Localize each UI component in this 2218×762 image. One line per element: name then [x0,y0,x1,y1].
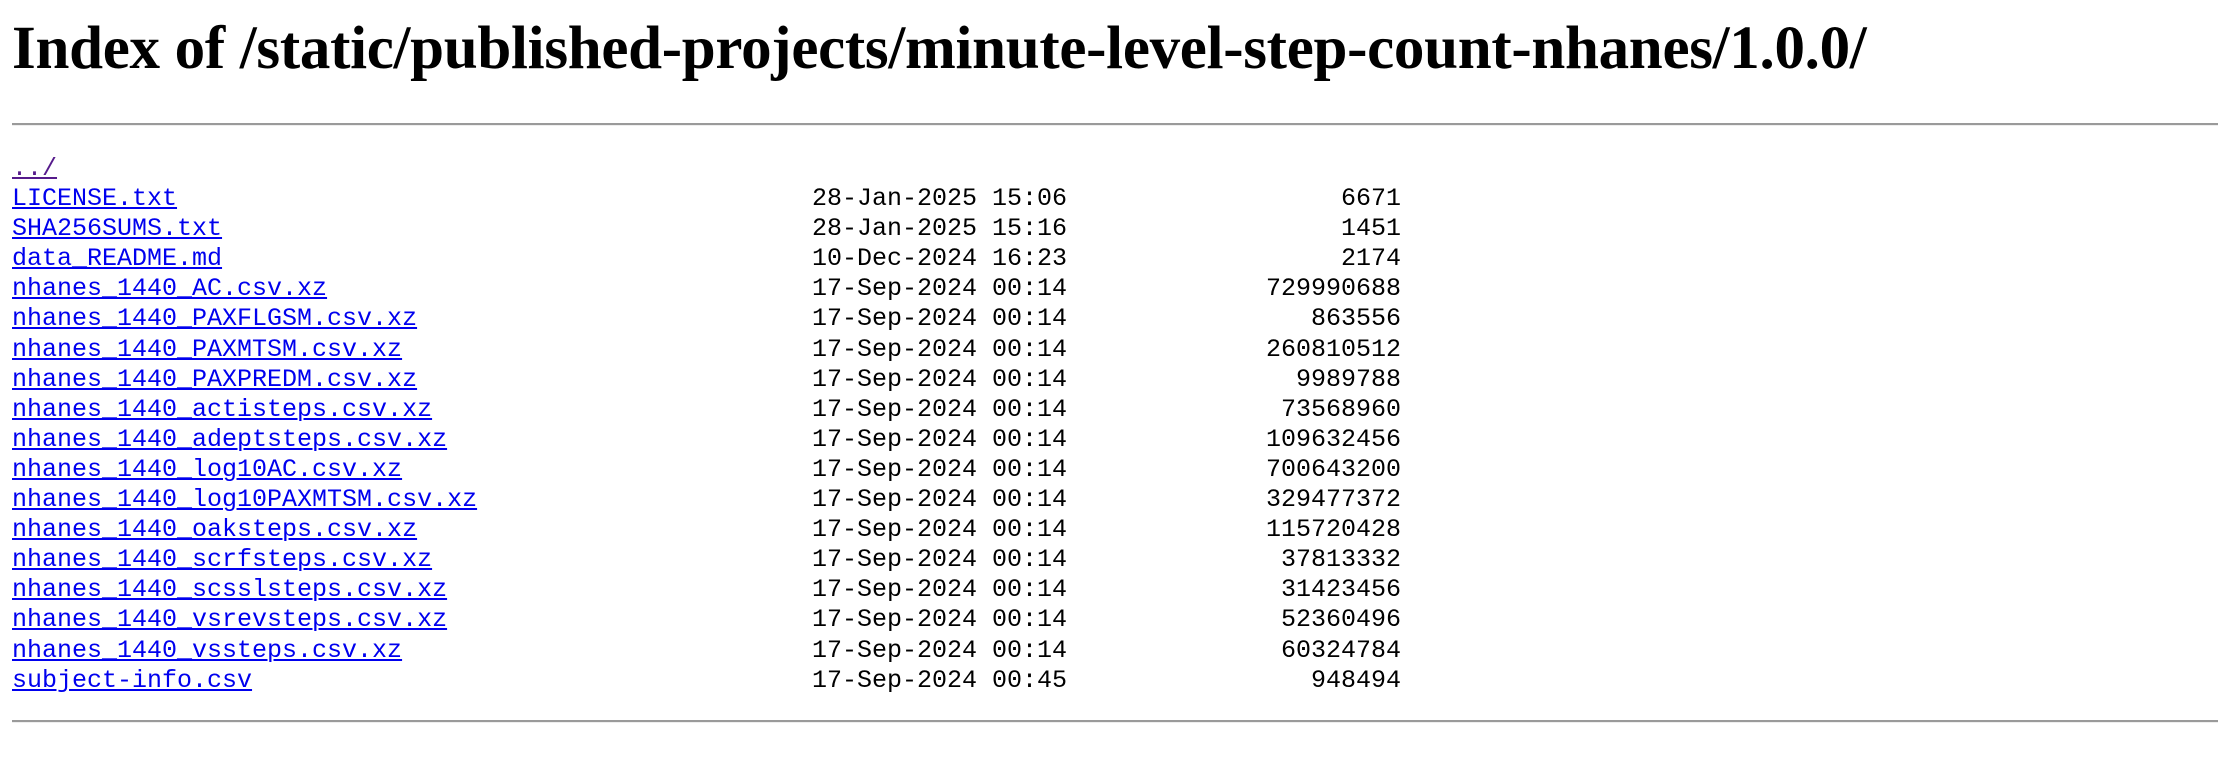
file-link[interactable]: nhanes_1440_scsslsteps.csv.xz [12,575,448,605]
file-name-cell: nhanes_1440_log10PAXMTSM.csv.xz [12,485,812,515]
file-link[interactable]: subject-info.csv [12,665,253,695]
file-link[interactable]: SHA256SUMS.txt [12,214,223,244]
file-link[interactable]: LICENSE.txt [12,184,178,214]
file-row: subject-info.csv 17-Sep-2024 00:45 948494 [12,666,2206,696]
file-modified-date: 28-Jan-2025 15:16 [812,214,1068,244]
file-modified-date: 17-Sep-2024 00:14 [812,394,1068,424]
file-size: 115720428 [1265,515,1401,545]
file-row: data_README.md 10-Dec-2024 16:23 2174 [12,244,2206,274]
file-link[interactable]: data_README.md [12,244,223,274]
file-link[interactable]: nhanes_1440_vssteps.csv.xz [12,635,403,665]
file-modified-date: 17-Sep-2024 00:14 [812,575,1068,605]
file-modified-date: 17-Sep-2024 00:14 [812,364,1068,394]
file-link[interactable]: nhanes_1440_log10AC.csv.xz [12,454,403,484]
file-modified-date: 17-Sep-2024 00:14 [812,605,1068,635]
file-name-cell: nhanes_1440_vssteps.csv.xz [12,636,812,666]
file-modified-date: 17-Sep-2024 00:14 [812,454,1068,484]
file-size: 729990688 [1265,274,1401,304]
file-row: nhanes_1440_scsslsteps.csv.xz 17-Sep-2024… [12,575,2206,605]
file-size: 9989788 [1295,364,1401,394]
file-row: nhanes_1440_adeptsteps.csv.xz 17-Sep-2024… [12,425,2206,455]
file-row: nhanes_1440_vssteps.csv.xz 17-Sep-2024 00… [12,636,2206,666]
file-link[interactable]: nhanes_1440_scrfsteps.csv.xz [12,545,433,575]
file-size: 31423456 [1280,575,1401,605]
file-row: nhanes_1440_PAXFLGSM.csv.xz 17-Sep-2024 0… [12,304,2206,334]
file-name-cell: nhanes_1440_actisteps.csv.xz [12,395,812,425]
file-name-cell: nhanes_1440_scsslsteps.csv.xz [12,575,812,605]
file-size: 109632456 [1265,424,1401,454]
file-name-cell: nhanes_1440_oaksteps.csv.xz [12,515,812,545]
file-name-cell: SHA256SUMS.txt [12,214,812,244]
file-link[interactable]: nhanes_1440_adeptsteps.csv.xz [12,424,448,454]
file-size: 6671 [1340,184,1401,214]
file-modified-date: 17-Sep-2024 00:14 [812,545,1068,575]
file-modified-date: 28-Jan-2025 15:06 [812,184,1068,214]
file-listing: ../ LICENSE.txt 28-Jan-2025 15:06 6671 SHA2… [12,154,2206,696]
file-modified-date: 17-Sep-2024 00:14 [812,274,1068,304]
file-modified-date: 17-Sep-2024 00:14 [812,304,1068,334]
file-size: 2174 [1340,244,1401,274]
file-modified-date: 17-Sep-2024 00:14 [812,635,1068,665]
file-name-cell: subject-info.csv [12,666,812,696]
file-name-cell: LICENSE.txt [12,184,812,214]
directory-index-page: Index of /static/published-projects/minu… [12,15,2218,723]
bottom-divider [12,719,2218,723]
file-modified-date: 10-Dec-2024 16:23 [812,244,1068,274]
file-size: 60324784 [1280,635,1401,665]
file-size: 1451 [1340,214,1401,244]
page-title: Index of /static/published-projects/minu… [12,15,1867,82]
file-modified-date: 17-Sep-2024 00:14 [812,424,1068,454]
file-size: 73568960 [1280,394,1401,424]
file-name-cell: nhanes_1440_adeptsteps.csv.xz [12,425,812,455]
file-name-cell: nhanes_1440_log10AC.csv.xz [12,455,812,485]
file-size: 863556 [1310,304,1401,334]
file-name-cell: nhanes_1440_PAXMTSM.csv.xz [12,335,812,365]
file-row: nhanes_1440_actisteps.csv.xz 17-Sep-2024 … [12,395,2206,425]
file-link[interactable]: nhanes_1440_oaksteps.csv.xz [12,515,418,545]
file-link[interactable]: nhanes_1440_PAXPREDM.csv.xz [12,364,418,394]
top-divider [12,123,2218,126]
file-row: nhanes_1440_log10PAXMTSM.csv.xz 17-Sep-20… [12,485,2206,515]
file-size: 700643200 [1265,454,1401,484]
file-size: 260810512 [1265,334,1401,364]
file-name-cell: nhanes_1440_PAXPREDM.csv.xz [12,365,812,395]
file-modified-date: 17-Sep-2024 00:14 [812,515,1068,545]
file-name-cell: nhanes_1440_vsrevsteps.csv.xz [12,605,812,635]
file-name-cell: data_README.md [12,244,812,274]
file-link[interactable]: nhanes_1440_PAXMTSM.csv.xz [12,334,403,364]
file-modified-date: 17-Sep-2024 00:14 [812,485,1068,515]
file-row: SHA256SUMS.txt 28-Jan-2025 15:16 1451 [12,214,2206,244]
file-row: nhanes_1440_oaksteps.csv.xz 17-Sep-2024 0… [12,515,2206,545]
file-link[interactable]: nhanes_1440_PAXFLGSM.csv.xz [12,304,418,334]
file-row: LICENSE.txt 28-Jan-2025 15:06 6671 [12,184,2206,214]
parent-directory-row: ../ [12,154,2206,184]
file-size: 37813332 [1280,545,1401,575]
file-row: nhanes_1440_PAXMTSM.csv.xz 17-Sep-2024 00… [12,335,2206,365]
file-modified-date: 17-Sep-2024 00:14 [812,334,1068,364]
file-name-cell: nhanes_1440_AC.csv.xz [12,274,812,304]
file-name-cell: nhanes_1440_scrfsteps.csv.xz [12,545,812,575]
file-row: nhanes_1440_log10AC.csv.xz 17-Sep-2024 00… [12,455,2206,485]
file-row: nhanes_1440_AC.csv.xz 17-Sep-2024 00:14 72… [12,274,2206,304]
file-row: nhanes_1440_vsrevsteps.csv.xz 17-Sep-2024… [12,605,2206,635]
file-name-cell: nhanes_1440_PAXFLGSM.csv.xz [12,304,812,334]
file-row: nhanes_1440_scrfsteps.csv.xz 17-Sep-2024 … [12,545,2206,575]
file-row: nhanes_1440_PAXPREDM.csv.xz 17-Sep-2024 0… [12,365,2206,395]
file-size: 52360496 [1280,605,1401,635]
file-link[interactable]: nhanes_1440_log10PAXMTSM.csv.xz [12,485,478,515]
parent-directory-link[interactable]: ../ [12,154,58,183]
file-size: 329477372 [1265,485,1401,515]
file-modified-date: 17-Sep-2024 00:45 [812,665,1068,695]
file-link[interactable]: nhanes_1440_vsrevsteps.csv.xz [12,605,448,635]
file-size: 948494 [1310,665,1401,695]
file-link[interactable]: nhanes_1440_actisteps.csv.xz [12,394,433,424]
file-link[interactable]: nhanes_1440_AC.csv.xz [12,274,328,304]
